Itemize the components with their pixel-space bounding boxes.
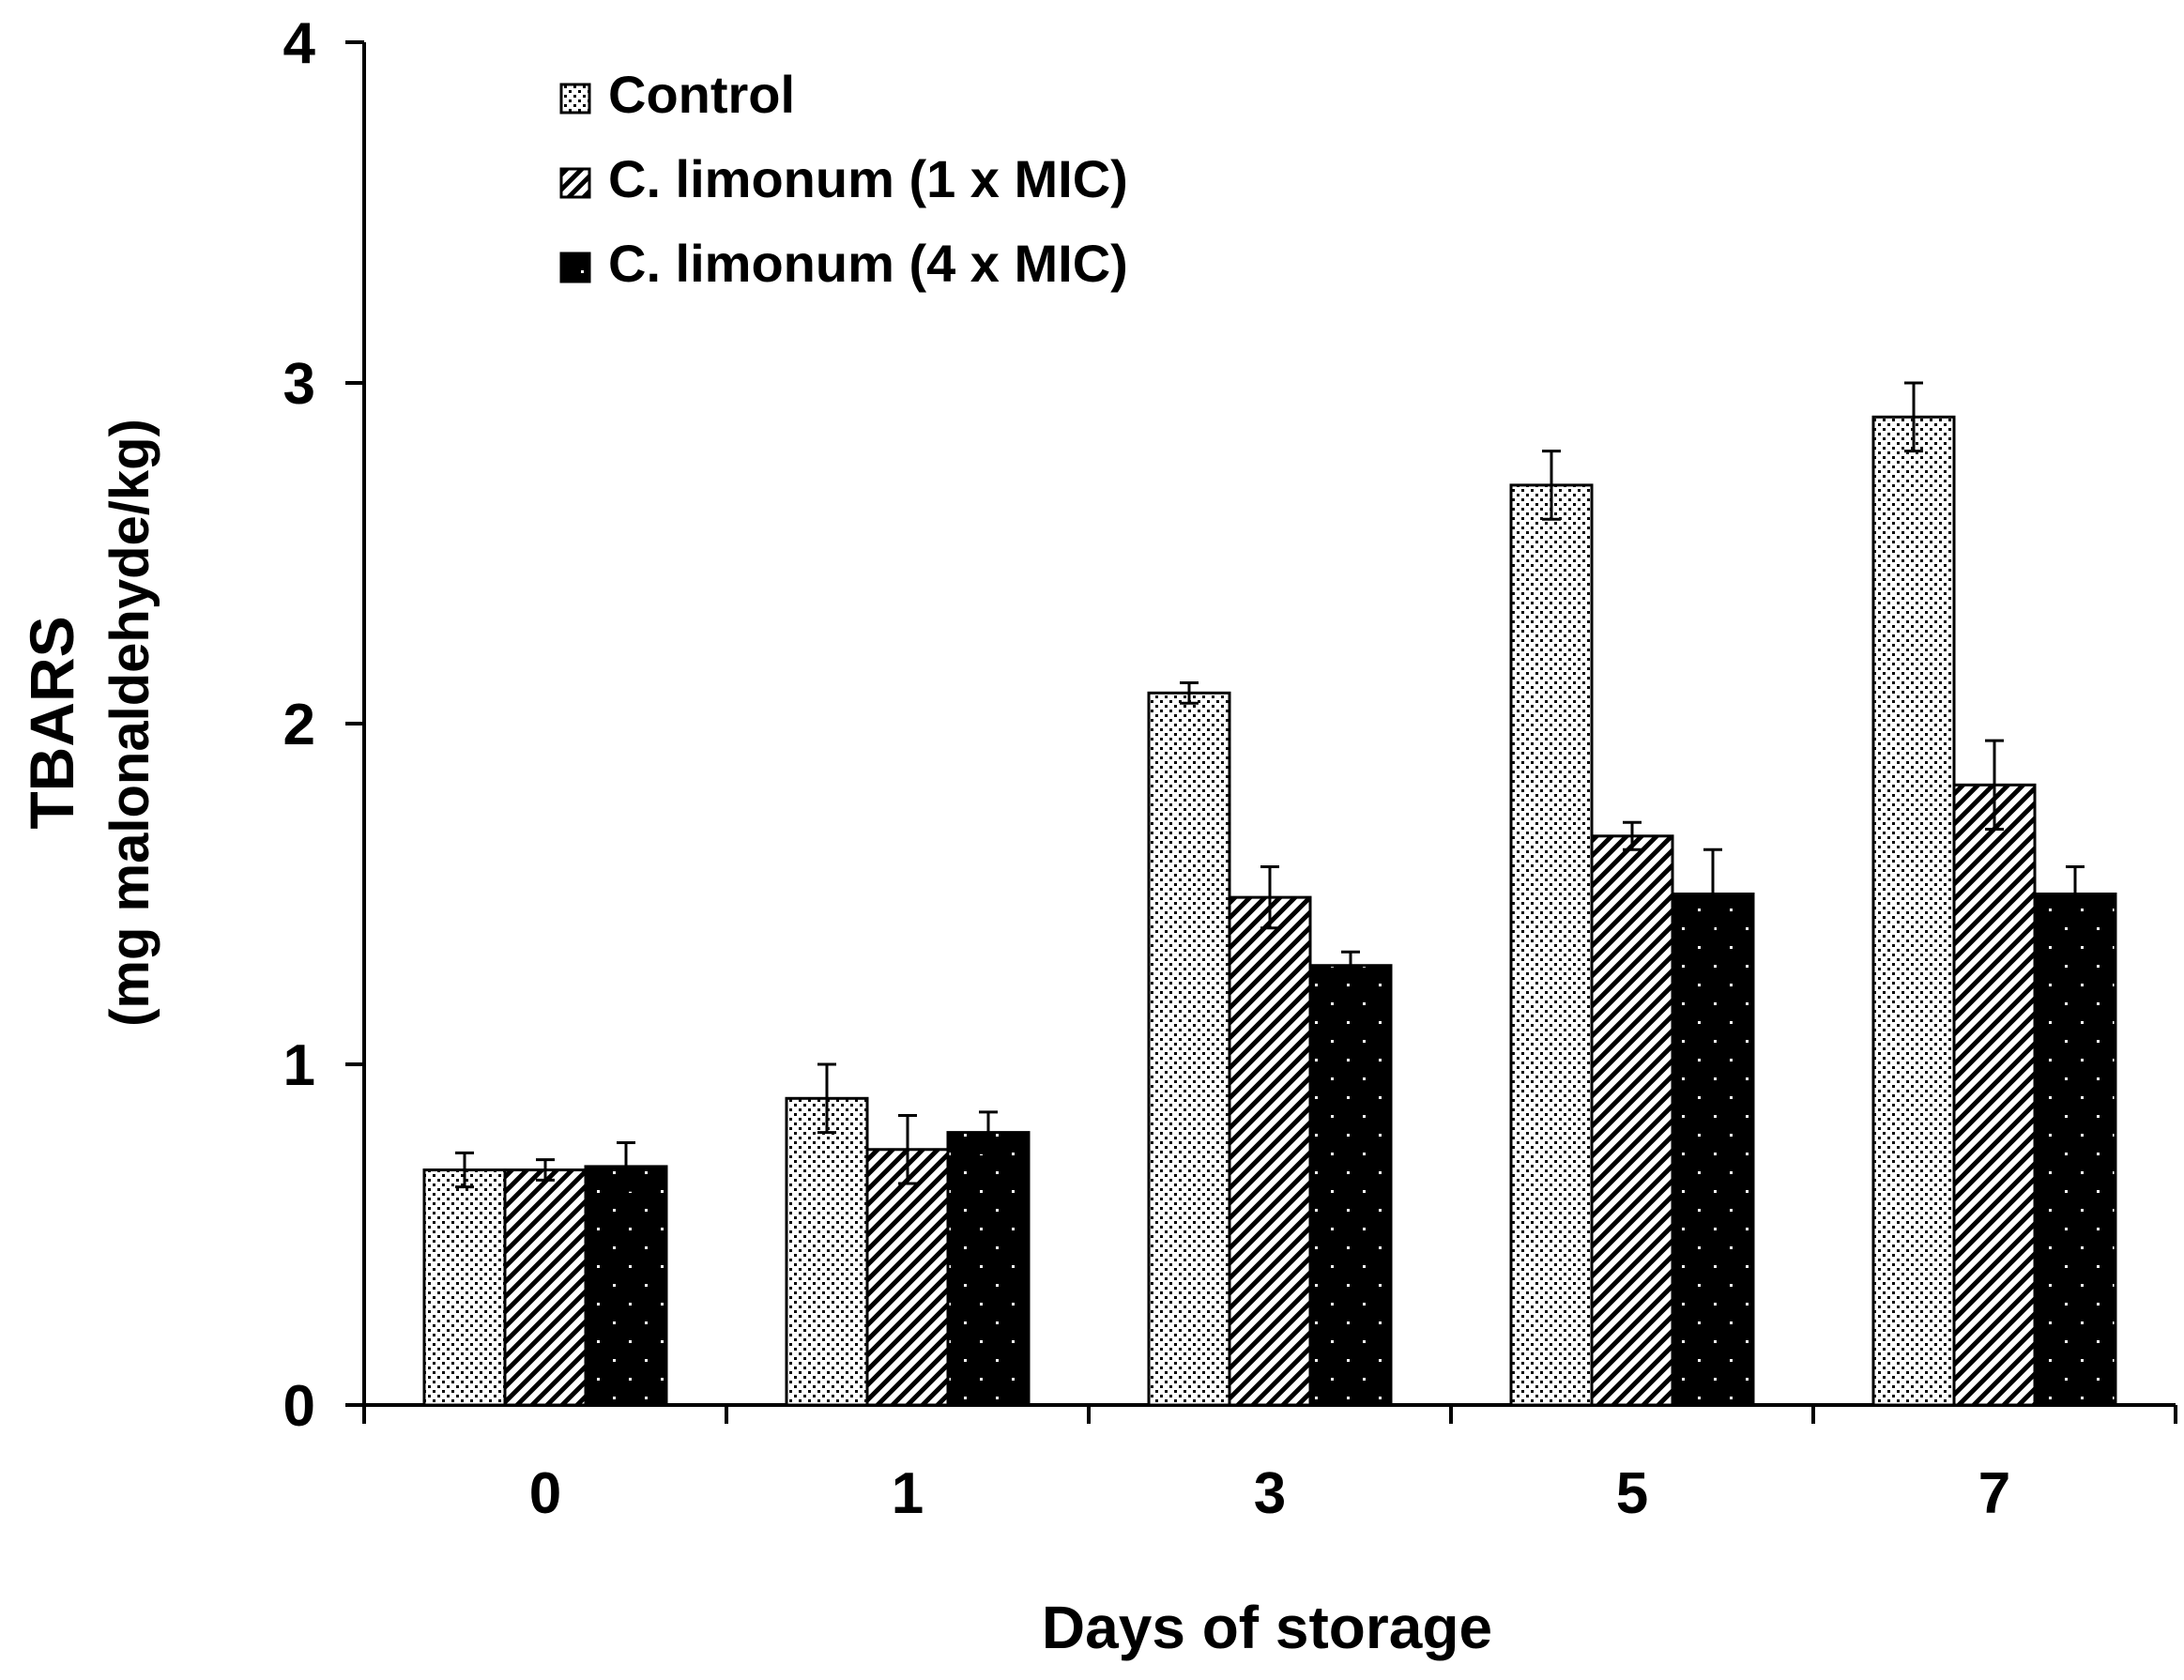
x-tick-label: 1 <box>892 1461 924 1526</box>
bar <box>865 1148 950 1407</box>
x-axis-label: Days of storage <box>1042 1594 1492 1661</box>
y-tick-labels: 0 1 2 3 4 <box>283 11 316 1439</box>
bar <box>946 1131 1031 1407</box>
y-tick-label: 1 <box>283 1033 315 1098</box>
bar <box>1671 893 1755 1407</box>
y-tick-label: 3 <box>283 352 315 417</box>
bar <box>2033 893 2117 1407</box>
y-axis-label-line-1: TBARS <box>17 616 86 829</box>
bar <box>785 1096 869 1407</box>
bar <box>1590 834 1674 1407</box>
bar <box>1147 691 1231 1407</box>
legend-swatch <box>559 83 591 115</box>
x-tick-labels: 0 1 3 5 7 <box>529 1461 2010 1526</box>
y-tick-label: 2 <box>283 693 315 757</box>
x-tick-label: 5 <box>1616 1461 1648 1526</box>
bar <box>1871 415 1956 1407</box>
bar <box>1228 895 1312 1407</box>
y-tick-label: 0 <box>283 1374 315 1439</box>
y-tick-label: 4 <box>283 11 316 76</box>
legend-swatch <box>559 252 591 283</box>
legend: Control C. limonum (1 x MIC) C. limonum (4… <box>559 65 1128 293</box>
bar <box>1952 783 2037 1407</box>
y-axis-label: TBARS (mg malonaldehyde/kg) <box>17 419 160 1027</box>
x-tick-label: 0 <box>529 1461 561 1526</box>
y-axis-label-line-2: (mg malonaldehyde/kg) <box>99 419 160 1027</box>
legend-swatch <box>559 167 591 199</box>
bar <box>422 1168 507 1407</box>
bar <box>584 1165 668 1407</box>
legend-label: Control <box>608 65 795 124</box>
x-tick-label: 3 <box>1254 1461 1286 1526</box>
x-tick-label: 7 <box>1978 1461 2010 1526</box>
legend-label: C. limonum (1 x MIC) <box>608 149 1128 208</box>
bar <box>1509 483 1594 1407</box>
bar <box>503 1168 588 1407</box>
bars <box>422 415 2117 1407</box>
bar <box>1308 964 1393 1407</box>
error-bars <box>455 381 2085 1192</box>
legend-label: C. limonum (4 x MIC) <box>608 234 1128 293</box>
